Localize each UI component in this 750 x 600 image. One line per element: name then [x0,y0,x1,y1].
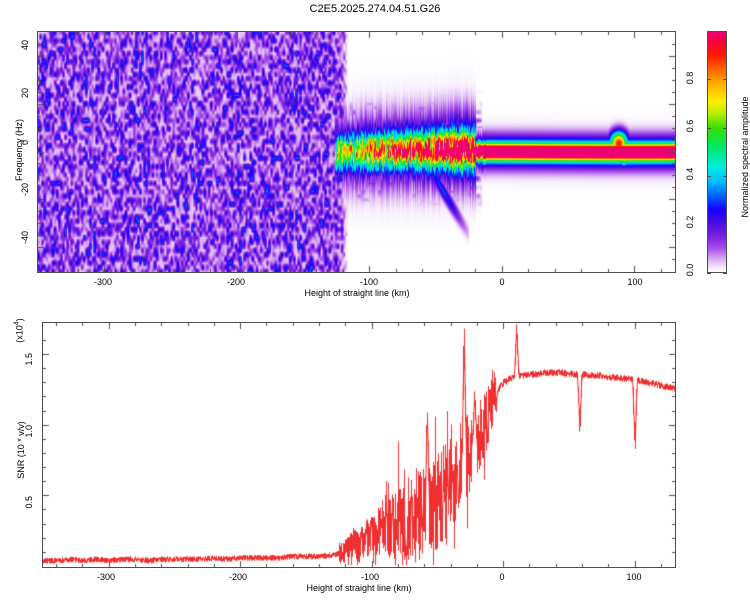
snr-xtick-m300: -300 [96,572,116,582]
snr-xtick-0: 0 [499,572,505,582]
snr-y-axis-label: SNR (10 * v/v) [16,421,26,479]
figure-title: C2E5.2025.274.04.51.G26 [309,3,441,15]
colorbar-tick-mark [707,176,711,177]
colorbar-tick-mark [723,176,727,177]
colorbar-tick-0.2: 0.2 [685,215,695,229]
snr-xtick-100: 100 [626,572,642,582]
snr-plot [42,322,676,568]
colorbar-tick-mark [707,79,711,80]
snr-trace [43,323,675,567]
colorbar-tick-0.8: 0.8 [685,71,695,85]
spec-xtick-m200: -200 [226,277,246,287]
colorbar [707,31,727,274]
spectrogram-plot [37,31,676,273]
colorbar-tick-0.6: 0.6 [685,119,695,133]
snr-x-axis-label: Height of straight line (km) [306,583,412,593]
spec-ytick-m40: -40 [20,231,30,245]
snr-ytick-1.5: 1.5 [24,353,34,366]
spec-xtick-0: 0 [499,277,505,287]
spectrogram-image [38,32,675,272]
spectrogram-x-axis-label: Height of straight line (km) [304,288,410,298]
colorbar-tick-mark [723,79,727,80]
colorbar-tick-mark [723,128,727,129]
snr-xtick-m100: -100 [360,572,380,582]
snr-xtick-m200: -200 [228,572,248,582]
spec-xtick-m100: -100 [359,277,379,287]
colorbar-tick-0.4: 0.4 [685,167,695,181]
spec-xtick-100: 100 [627,277,643,287]
colorbar-tick-0.0: 0.0 [685,263,695,277]
spec-ytick-40: 40 [20,40,30,51]
spec-xtick-m300: -300 [93,277,113,287]
colorbar-gradient [707,31,727,273]
colorbar-tick-mark [707,225,711,226]
snr-exponent-label: (x104) [13,318,25,343]
colorbar-axis-label: Normalized spectral amplitude [740,96,750,218]
spectrogram-y-axis-label: Frequency (Hz) [14,119,24,182]
colorbar-tick-mark [707,128,711,129]
colorbar-tick-mark [723,225,727,226]
colorbar-tick-mark [723,273,727,274]
colorbar-tick-mark [707,273,711,274]
